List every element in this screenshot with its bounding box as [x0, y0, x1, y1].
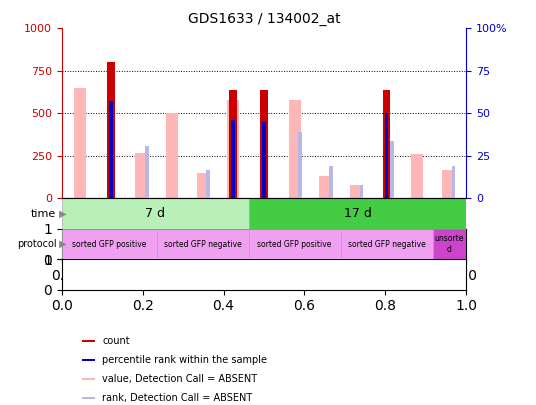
Text: ▶: ▶ [56, 209, 67, 219]
Bar [383, 90, 390, 198]
Text: sorted GFP negative: sorted GFP negative [348, 239, 426, 249]
Bar [82, 340, 95, 342]
Text: sorted GFP negative: sorted GFP negative [164, 239, 242, 249]
Text: 7 d: 7 d [145, 207, 165, 220]
Bar [360, 185, 363, 198]
Text: value, Detection Call = ABSENT: value, Detection Call = ABSENT [102, 374, 257, 384]
Text: 17 d: 17 d [344, 207, 371, 220]
Bar [107, 62, 115, 198]
Text: unsorte
d: unsorte d [435, 234, 464, 254]
Bar [62, 229, 157, 259]
Bar [229, 90, 237, 198]
Bar [340, 229, 433, 259]
Text: ▶: ▶ [56, 239, 67, 249]
Bar [249, 198, 466, 229]
Bar [260, 90, 268, 198]
Bar [350, 185, 362, 198]
Bar [109, 102, 113, 198]
Text: percentile rank within the sample: percentile rank within the sample [102, 355, 267, 365]
Bar [74, 88, 86, 198]
Bar [82, 378, 95, 380]
Bar [82, 397, 95, 399]
Bar [227, 100, 240, 198]
Text: rank, Detection Call = ABSENT: rank, Detection Call = ABSENT [102, 393, 252, 403]
Bar [452, 166, 455, 198]
Text: count: count [102, 336, 130, 346]
Bar [385, 113, 389, 198]
Text: sorted GFP positive: sorted GFP positive [257, 239, 332, 249]
Bar [232, 120, 235, 198]
Bar [262, 122, 266, 198]
Bar [82, 359, 95, 361]
Text: sorted GFP positive: sorted GFP positive [72, 239, 146, 249]
Bar [390, 141, 394, 198]
Title: GDS1633 / 134002_at: GDS1633 / 134002_at [188, 12, 340, 26]
Bar [433, 229, 466, 259]
Bar [62, 198, 249, 229]
Bar [288, 100, 301, 198]
Bar [249, 229, 340, 259]
Bar [411, 154, 423, 198]
Bar [319, 176, 331, 198]
Bar [145, 146, 148, 198]
Bar [197, 173, 209, 198]
Text: protocol: protocol [17, 239, 56, 249]
Bar [157, 229, 249, 259]
Text: time: time [31, 209, 56, 219]
Bar [442, 170, 454, 198]
Bar [206, 170, 210, 198]
Bar [329, 166, 333, 198]
Bar [166, 113, 178, 198]
Bar [299, 132, 302, 198]
Bar [135, 153, 147, 198]
